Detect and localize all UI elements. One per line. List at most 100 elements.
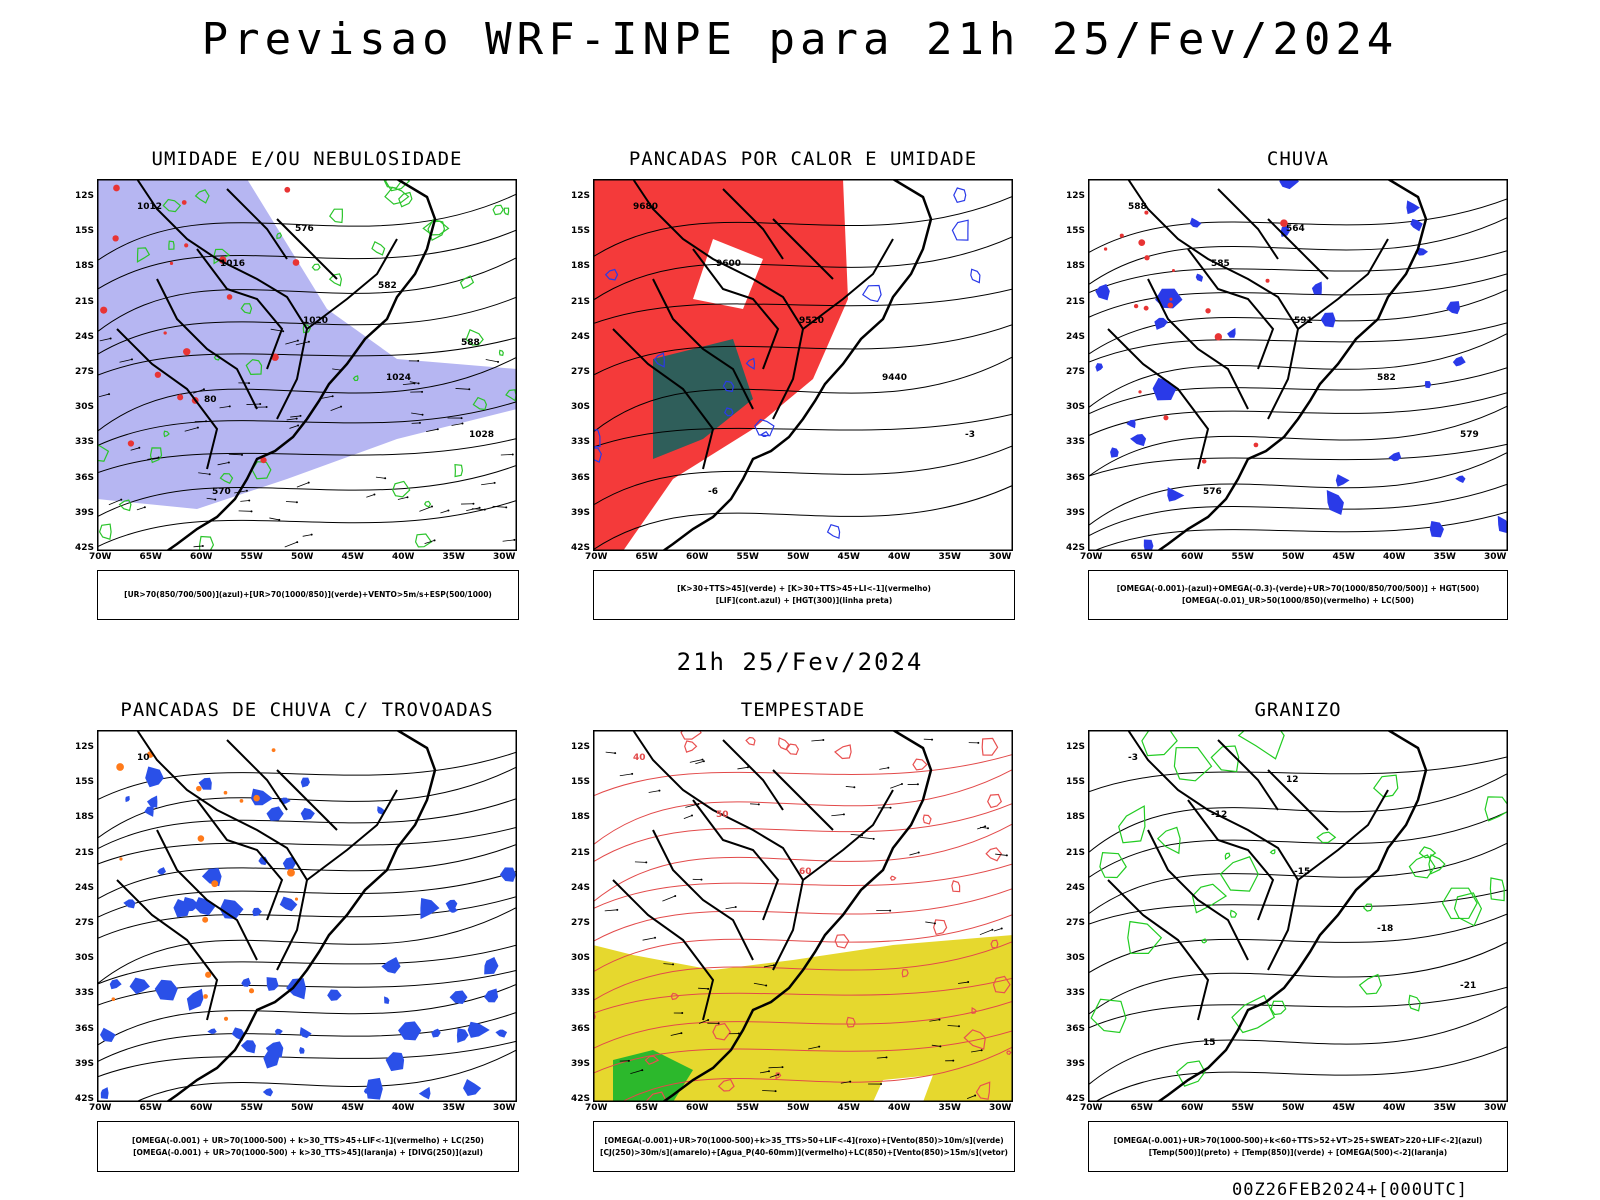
- wind-vector: [440, 510, 449, 514]
- field-contour: [377, 806, 385, 815]
- field-contour: [1229, 909, 1238, 918]
- field-dot: [211, 880, 219, 888]
- field-dot: [253, 794, 260, 802]
- longitude-label: 65W: [139, 552, 162, 562]
- latitude-label: 42S: [75, 543, 95, 553]
- latitude-label: 33S: [571, 988, 591, 999]
- field-contour: [1335, 474, 1350, 487]
- wind-vector: [762, 1090, 776, 1092]
- field-dot: [271, 748, 276, 753]
- wind-vector: [695, 760, 704, 765]
- latitude-label: 18S: [75, 812, 95, 823]
- contour-label: 576: [1203, 487, 1222, 497]
- field-contour: [459, 275, 475, 290]
- contour-label: 576: [295, 224, 314, 234]
- wind-vector: [286, 418, 297, 421]
- field-contour: [300, 777, 310, 788]
- longitude-label: 40W: [392, 552, 415, 562]
- wind-vector: [993, 928, 1002, 932]
- weather-map: 10: [97, 730, 517, 1102]
- wind-vector: [375, 476, 386, 479]
- field-contour: [1130, 433, 1147, 447]
- wind-vector: [411, 412, 423, 416]
- latitude-label: 18S: [571, 812, 591, 823]
- wind-vector: [769, 1074, 779, 1078]
- latitude-label: 15S: [75, 777, 95, 788]
- isoline: [97, 256, 517, 333]
- latitude-label: 15S: [571, 777, 591, 788]
- field-dot: [100, 306, 108, 314]
- longitude-label: 65W: [139, 1103, 162, 1113]
- longitude-label: 45W: [1332, 552, 1355, 562]
- country-border: [306, 238, 398, 330]
- field-dot: [260, 456, 267, 464]
- latitude-label: 24S: [1066, 331, 1086, 342]
- wind-vector: [451, 423, 463, 426]
- wind-vector: [119, 358, 133, 363]
- field-contour: [922, 814, 932, 825]
- panel-title: UMIDADE E/OU NEBULOSIDADE: [151, 148, 463, 170]
- isoline: [593, 445, 1013, 506]
- field-contour: [219, 472, 234, 484]
- latitude-label: 42S: [1066, 543, 1086, 553]
- latitude-label: 21S: [571, 847, 591, 858]
- field-contour: [975, 1081, 991, 1100]
- isoline: [97, 826, 517, 865]
- longitude-label: 70W: [89, 1103, 112, 1113]
- isoline: [97, 1011, 517, 1063]
- latitude-label: 36S: [1066, 472, 1086, 483]
- latitude-label: 21S: [1066, 296, 1086, 307]
- isoline: [97, 193, 517, 262]
- contour-label: 9440: [882, 373, 907, 383]
- field-contour: [495, 1029, 508, 1038]
- field-dot: [205, 971, 212, 978]
- field-contour: [1320, 312, 1336, 328]
- contour-label: 40: [633, 753, 646, 763]
- field-contour: [1090, 998, 1127, 1034]
- longitude-label: 65W: [1130, 552, 1153, 562]
- field-contour: [384, 186, 410, 205]
- latitude-label: 36S: [571, 472, 591, 483]
- isoline: [1088, 366, 1508, 415]
- field-dot: [223, 1016, 229, 1021]
- field-contour: [723, 407, 734, 417]
- isoline: [593, 413, 1013, 448]
- humidity-fill-blue: [97, 179, 517, 509]
- field-contour: [149, 447, 163, 464]
- longitude-label: 70W: [1080, 552, 1103, 562]
- field-contour: [414, 533, 433, 548]
- field-contour: [1388, 451, 1402, 462]
- field-contour: [465, 328, 484, 346]
- latitude-label: 42S: [571, 1094, 591, 1104]
- wind-vector: [485, 359, 499, 363]
- field-contour: [1201, 938, 1208, 944]
- field-contour: [963, 1029, 986, 1050]
- wind-vector: [753, 982, 767, 986]
- field-dot: [239, 799, 244, 803]
- isoline: [97, 983, 517, 1046]
- field-contour: [431, 1028, 441, 1038]
- field-dot: [127, 440, 135, 447]
- latitude-label: 30S: [75, 402, 95, 413]
- field-contour: [262, 1088, 274, 1097]
- field-contour: [265, 1041, 284, 1058]
- coastline: [593, 730, 933, 1102]
- longitude-label: 30W: [989, 552, 1012, 562]
- field-dot: [116, 763, 124, 771]
- field-dot: [1133, 303, 1139, 309]
- field-contour: [207, 1028, 217, 1034]
- latitude-label: 33S: [75, 988, 95, 999]
- isoline: [97, 229, 517, 290]
- longitude-label: 70W: [585, 552, 608, 562]
- map-frame-border: [593, 179, 1013, 551]
- contour-label: 585: [1211, 259, 1230, 269]
- longitude-label: 55W: [240, 1103, 263, 1113]
- contour-label: -3: [965, 430, 975, 440]
- latitude-label: 27S: [75, 918, 95, 928]
- field-contour: [100, 1027, 116, 1043]
- panel-legend: [OMEGA(-0.001)+UR>70(1000-500)+k<60+TTS>…: [1088, 1121, 1508, 1172]
- longitude-label: 30W: [493, 552, 516, 562]
- legend-line: [OMEGA(-0.001)-(azul)+OMEGA(-0.3)-(verde…: [1116, 584, 1480, 593]
- field-dot: [1201, 459, 1207, 464]
- latitude-label: 30S: [571, 402, 591, 413]
